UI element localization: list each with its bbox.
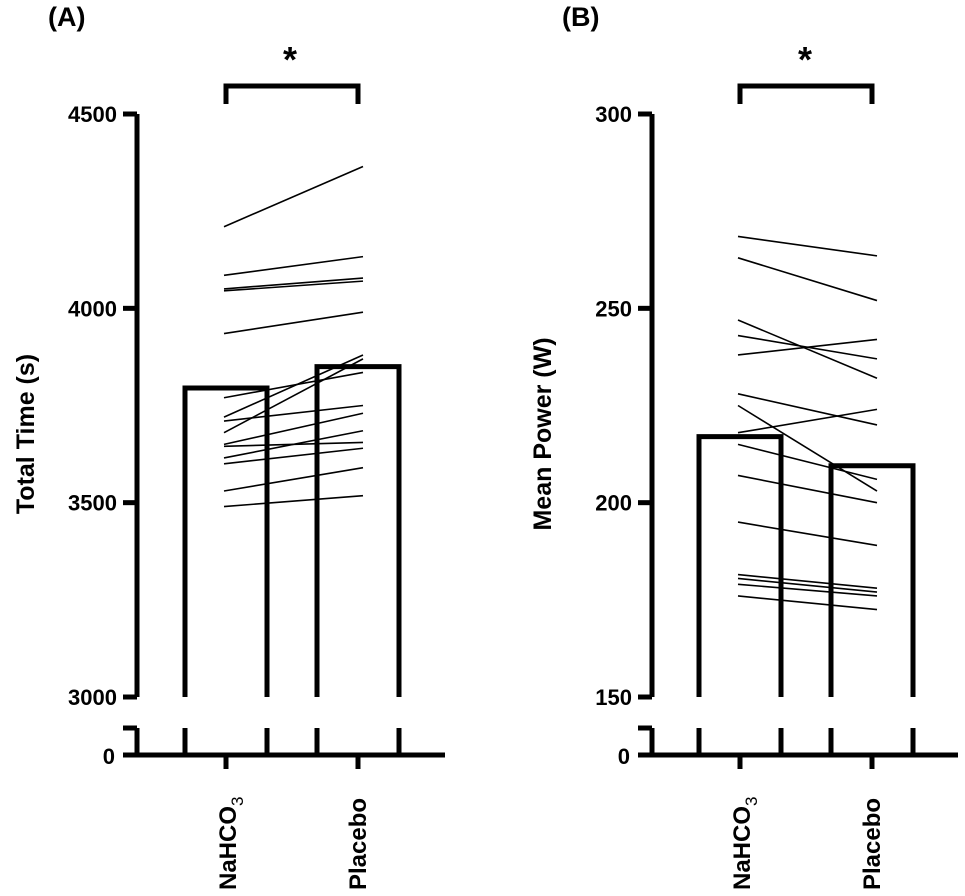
panel-b-participant-line-12 [737,334,878,360]
panel-a-significance-bracket [223,83,361,104]
panel-b-participant-line-13 [737,319,878,380]
panel-a-participant-line-10 [223,371,364,399]
panel-a-participant-line-8 [223,404,364,422]
panel-a-participant-line-3 [223,447,364,465]
panel-b-participant-line-6 [737,474,878,504]
panel-a-participant-line-11 [223,311,364,335]
panel-a-label: (A) [48,2,85,32]
panel-b-participant-line-9 [737,404,878,492]
panel-b-marks: 150 200 250 300 [595,83,958,769]
panel-b-significance-star: * [798,39,812,80]
panel-a-bar-placebo [314,364,402,697]
panel-a-y-tick-label-3000: 3000 [68,685,117,710]
panel-a-participant-line-2 [223,466,364,492]
panel-b-participant-line-1 [737,595,878,611]
panel-a-y-tick-label-4000: 4000 [68,296,117,321]
panel-a-participant-line-15 [223,165,364,228]
panel-a-participant-line-12 [223,280,364,292]
panel-b-participant-line-8 [737,408,878,434]
panel-b-y-tick-label-150: 150 [595,685,632,710]
panel-b-y-tick-label-250: 250 [595,296,632,321]
panel-a: (A) Total Time (s) 0 * NaHCO3 Placebo [12,2,372,890]
panel-b-participant-line-10 [737,393,878,426]
panel-b-participant-line-5 [737,521,878,547]
panel-a-y-axis-title: Total Time (s) [12,354,40,514]
panel-b-participant-line-2 [737,583,878,597]
panel-b-bar-nahco3 [696,434,784,697]
panel-a-axis-break-label: 0 [103,744,115,769]
panel-b-category-label-nahco3: NaHCO3 [729,797,761,890]
panel-b-participant-line-14 [737,257,878,302]
panel-a-participant-line-7 [223,358,364,434]
panel-b-participant-line-4 [737,573,878,589]
panel-a-significance-star: * [283,39,297,80]
panel-b-participant-line-15 [737,235,878,257]
panel-a-participant-line-5 [223,441,364,448]
panel-a-participant-line-6 [223,412,364,446]
panel-a-category-label-nahco3: NaHCO3 [215,797,247,890]
panel-b-label: (B) [562,2,599,32]
panel-b-y-tick-label-200: 200 [595,491,632,516]
panel-b-category-label-placebo: Placebo [859,798,886,890]
panel-b-participant-line-3 [737,577,878,593]
panel-a-bar-nahco3 [182,385,270,697]
panel-b: (B) Mean Power (W) 0 * NaHCO3 Placebo [529,2,886,890]
panel-b-y-axis-title: Mean Power (W) [529,337,557,530]
panel-b-significance-bracket [737,83,875,104]
panel-a-participant-line-14 [223,255,364,277]
panel-a-y-tick-label-4500: 4500 [68,102,117,127]
panel-a-category-label-placebo: Placebo [345,798,372,890]
panel-a-participant-line-13 [223,277,364,290]
panel-b-axis-break-label: 0 [618,744,630,769]
panel-b-participant-line-7 [737,443,878,481]
panel-a-participant-line-1 [223,494,364,508]
panel-a-y-tick-label-3500: 3500 [68,491,117,516]
panel-a-marks: 3000 3500 4000 4500 [68,83,445,769]
panel-b-y-tick-label-300: 300 [595,102,632,127]
panel-a-participant-line-9 [223,354,364,418]
panel-b-bar-placebo [828,463,916,697]
